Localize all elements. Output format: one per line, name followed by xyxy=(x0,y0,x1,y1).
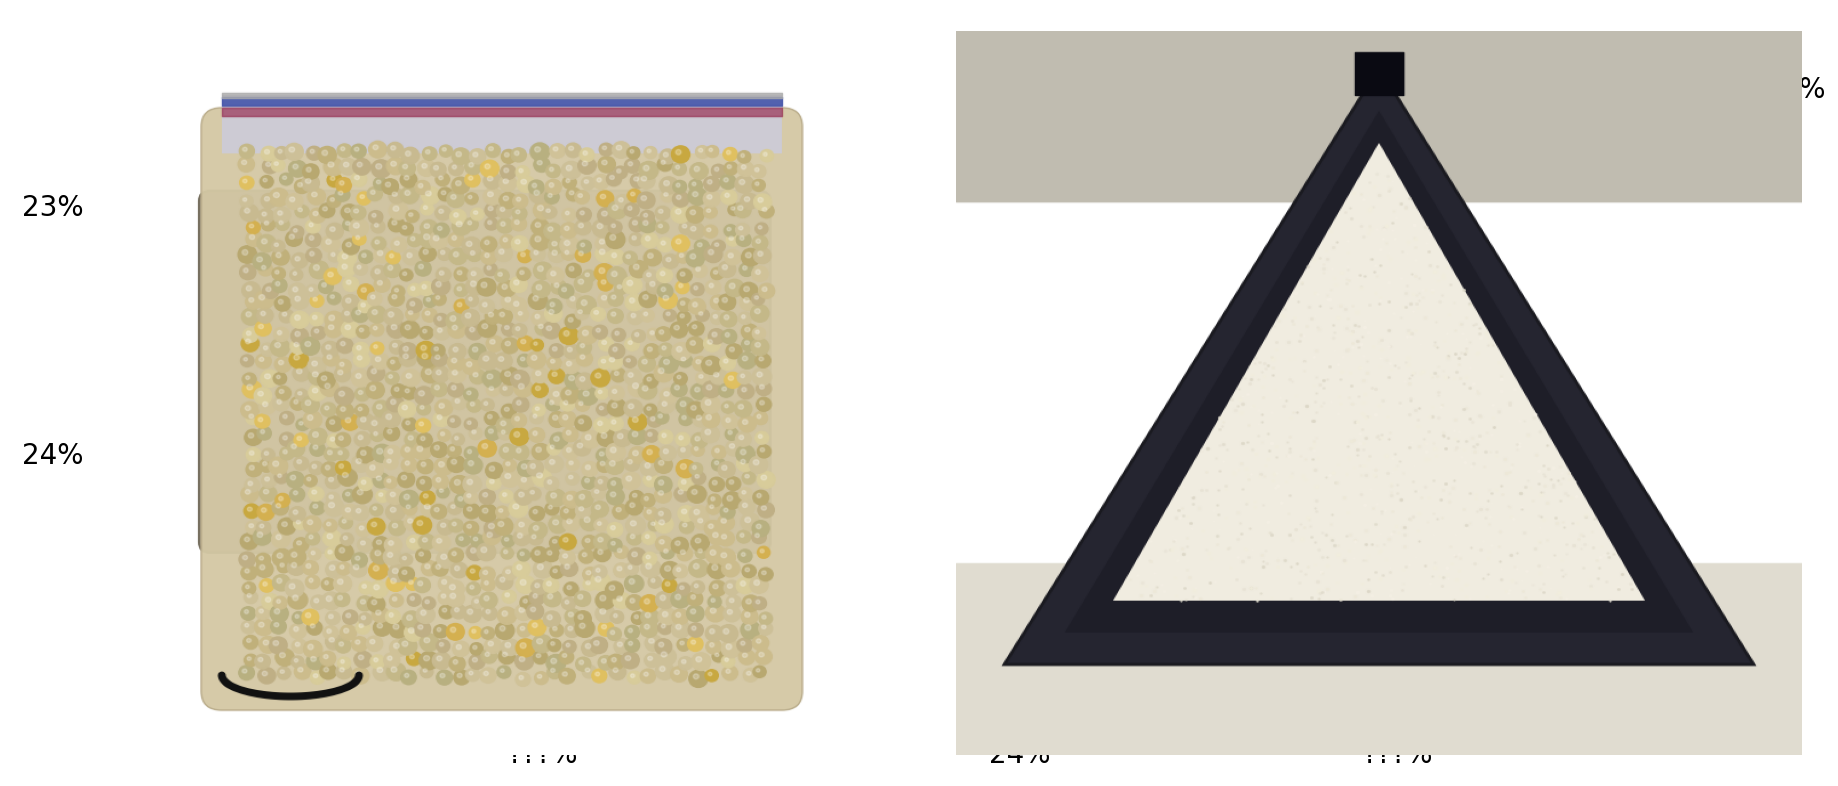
Text: ???%: ???% xyxy=(1362,740,1432,769)
Text: 23%: 23% xyxy=(22,194,85,222)
Text: ???%: ???% xyxy=(507,740,577,769)
Text: 25%: 25% xyxy=(1764,76,1825,105)
Text: 24%: 24% xyxy=(22,442,83,470)
Text: 24%: 24% xyxy=(989,740,1051,769)
Text: A: A xyxy=(235,58,261,91)
Text: B: B xyxy=(958,58,983,91)
